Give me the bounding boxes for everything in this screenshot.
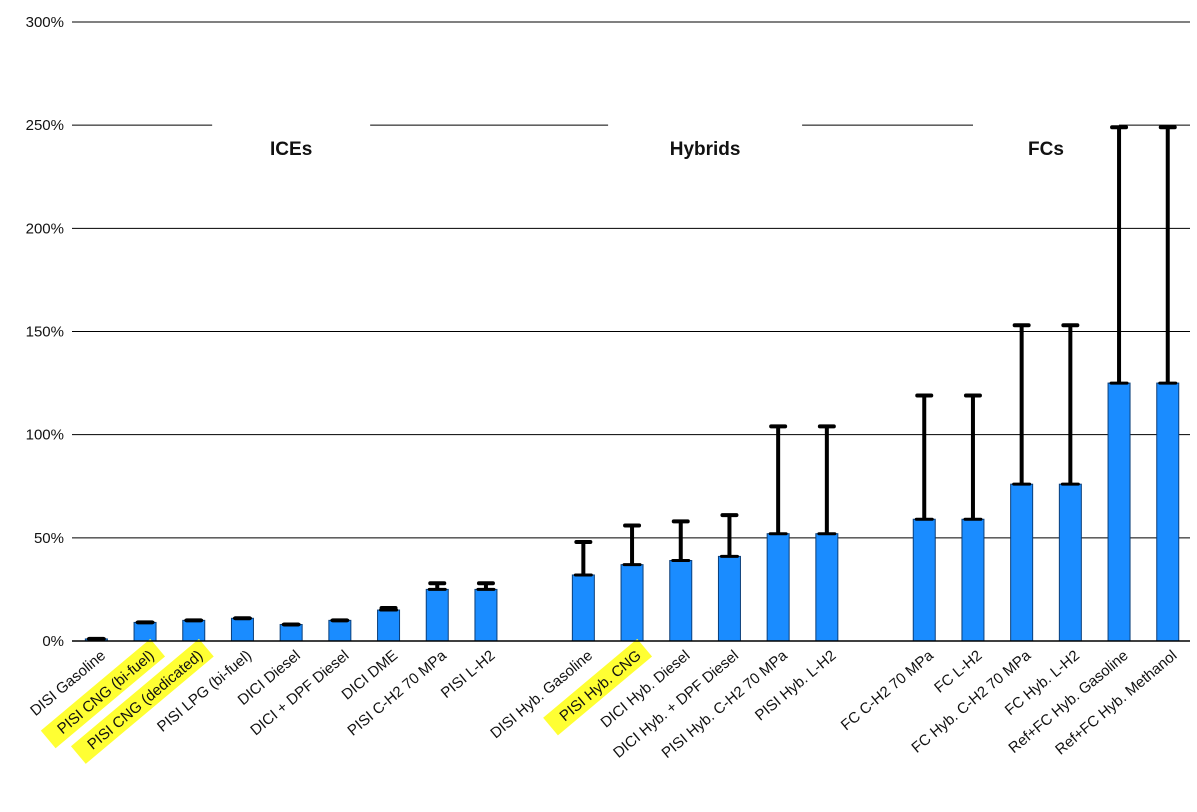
y-tick-label: 300% bbox=[26, 14, 64, 31]
bar bbox=[717, 555, 741, 642]
bar bbox=[620, 564, 644, 642]
bar bbox=[571, 574, 595, 642]
y-tick-label: 250% bbox=[26, 117, 64, 134]
error-bars bbox=[86, 125, 1178, 641]
group-label-gap bbox=[973, 122, 1119, 129]
label-highlight bbox=[70, 638, 214, 764]
bar bbox=[912, 518, 936, 642]
group-labels: ICEs Hybrids FCs bbox=[212, 122, 1119, 160]
bar bbox=[377, 609, 401, 642]
y-tick-label: 50% bbox=[34, 530, 64, 547]
bar bbox=[766, 533, 790, 642]
group-label: FCs bbox=[1028, 139, 1064, 160]
bar bbox=[1010, 483, 1034, 642]
group-label: ICEs bbox=[270, 139, 312, 160]
y-tick-label: 200% bbox=[26, 220, 64, 237]
bar bbox=[133, 621, 157, 642]
bar bbox=[425, 588, 449, 642]
label-highlight bbox=[543, 638, 653, 736]
group-label: Hybrids bbox=[670, 139, 741, 160]
bar bbox=[1058, 483, 1082, 642]
category-label: FC C-H2 70 MPa bbox=[838, 647, 938, 734]
label-highlight bbox=[40, 638, 166, 749]
bar bbox=[328, 619, 352, 642]
category-label-group: FC C-H2 70 MPa bbox=[838, 647, 938, 734]
bars bbox=[84, 382, 1180, 642]
bar bbox=[1107, 382, 1131, 642]
bar bbox=[669, 560, 693, 642]
bar bbox=[961, 518, 985, 642]
bar bbox=[182, 619, 206, 642]
group-label-gap bbox=[608, 122, 803, 129]
y-tick-label: 0% bbox=[42, 633, 64, 650]
y-tick-label: 150% bbox=[26, 324, 64, 341]
bar bbox=[279, 623, 303, 642]
y-axis-tick-labels: 0% 50% 100% 150% 200% 250% 300% bbox=[26, 14, 64, 650]
bar bbox=[1156, 382, 1180, 642]
bar bbox=[474, 588, 498, 642]
bar bbox=[815, 533, 839, 642]
y-tick-label: 100% bbox=[26, 427, 64, 444]
group-label-gap bbox=[212, 122, 371, 129]
bar bbox=[230, 617, 254, 642]
category-label: PISI L-H2 bbox=[438, 647, 499, 702]
category-label-group: PISI L-H2 bbox=[438, 647, 499, 702]
